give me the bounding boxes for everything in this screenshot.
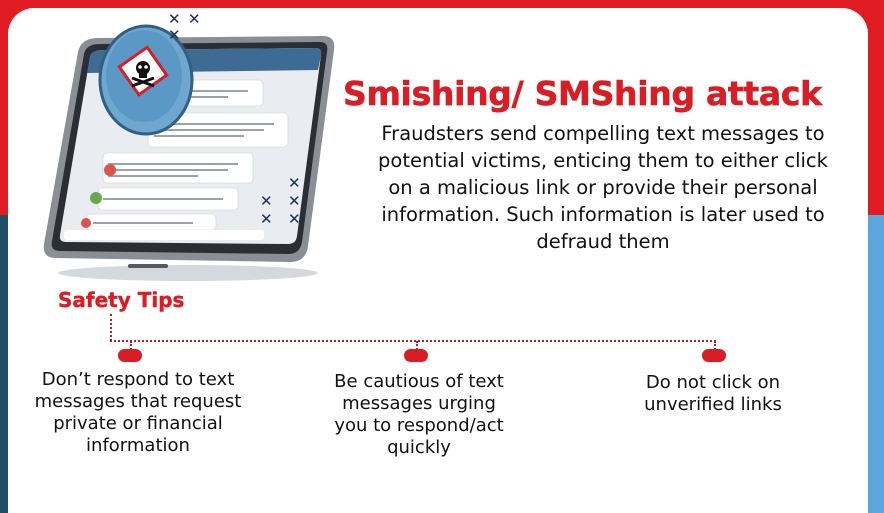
connector-vertical [110,314,112,341]
connector-drop [714,341,716,350]
x-mark-icon: ✕ [168,26,181,44]
tip-2: Be cautious of text messages urging you … [334,371,504,458]
warning-badge-icon [98,24,194,136]
x-mark-icon: ✕ [168,10,181,28]
phone-illustration [43,24,335,281]
x-mark-icon: ✕ [260,192,273,210]
connector-drop [130,341,132,350]
tip-marker [404,349,428,362]
skull-crossbones-icon [131,61,155,88]
x-mark-icon: ✕ [288,192,301,210]
connector-drop [416,341,418,350]
safety-tips-heading: Safety Tips [58,288,185,312]
page-title: Smishing/ SMShing attack [343,74,823,114]
tip-1: Don’t respond to text messages that requ… [34,369,242,456]
frame-right-accent [866,215,884,513]
x-mark-icon: ✕ [260,210,273,228]
x-mark-icon: ✕ [188,10,201,28]
tip-marker [118,349,142,362]
description: Fraudsters send compelling text messages… [378,122,828,253]
connector-horizontal [110,340,716,342]
infographic-card: ✕ ✕ ✕ ✕ ✕ ✕ ✕ ✕ Smishing/ SMShing attack… [8,8,868,513]
tip-3: Do not click on unverified links [644,372,782,415]
x-mark-icon: ✕ [288,174,301,192]
tip-marker [702,349,726,362]
x-mark-icon: ✕ [288,210,301,228]
